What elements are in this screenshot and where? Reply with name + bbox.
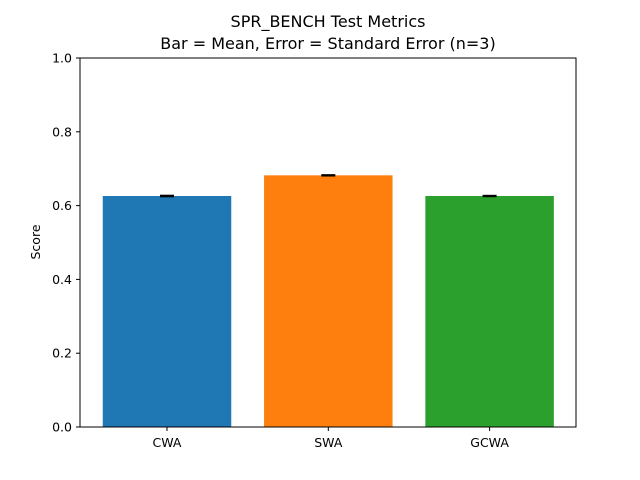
x-tick-label-cwa: CWA <box>153 435 182 450</box>
chart-title-line2: Bar = Mean, Error = Standard Error (n=3) <box>160 34 495 53</box>
x-tick-label-swa: SWA <box>314 435 343 450</box>
y-tick-label-5: 1.0 <box>52 51 72 66</box>
y-tick-label-4: 0.8 <box>52 124 72 139</box>
bar-gcwa <box>425 196 554 427</box>
bar-cwa <box>102 196 232 427</box>
y-axis-label: Score <box>28 224 43 259</box>
axes-frame <box>79 57 577 428</box>
y-tick-label-1: 0.2 <box>52 346 72 361</box>
y-tick-label-2: 0.4 <box>52 272 72 287</box>
bar-swa <box>264 175 393 427</box>
chart-title-line1: SPR_BENCH Test Metrics <box>231 12 426 32</box>
plot-area: CWA SWA GCWA 0.0 0.2 0.4 0.6 0.8 1.0 <box>52 51 577 450</box>
y-tick-label-3: 0.6 <box>52 198 72 213</box>
y-tick-label-0: 0.0 <box>52 420 72 435</box>
x-tick-label-gcwa: GCWA <box>470 435 509 450</box>
